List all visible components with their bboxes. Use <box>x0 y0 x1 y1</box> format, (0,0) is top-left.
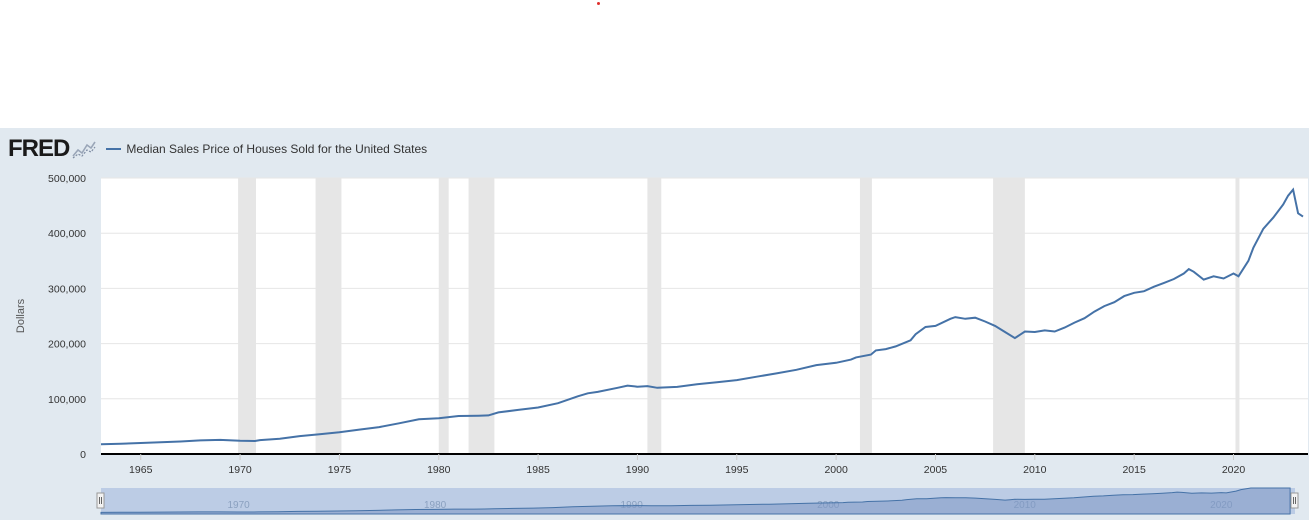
x-tick-label: 1975 <box>328 464 352 476</box>
recession-shading <box>238 178 1240 454</box>
x-tick-label: 1990 <box>626 464 650 476</box>
recession-band-6 <box>993 178 1025 454</box>
x-tick-label: 1965 <box>129 464 153 476</box>
navigator-label: 1980 <box>424 500 447 511</box>
x-tick-label: 2010 <box>1023 464 1047 476</box>
red-dot-marker <box>597 2 600 5</box>
legend-item[interactable]: Median Sales Price of Houses Sold for th… <box>106 142 427 156</box>
chart-panel: FRED Median Sales Price of Houses Sold f… <box>0 128 1309 520</box>
recession-band-1 <box>315 178 342 454</box>
x-tick-label: 1980 <box>427 464 451 476</box>
x-tick-label: 1995 <box>725 464 749 476</box>
line-chart-icon <box>72 139 97 159</box>
fred-logo: FRED <box>8 135 70 162</box>
navigator-label: 1970 <box>227 500 250 511</box>
navigator-handle-left[interactable] <box>96 492 105 509</box>
x-tick-label: 2000 <box>824 464 848 476</box>
chart-svg: 500,000 400,000 300,000 200,000 100,000 0 Dol… <box>15 173 1308 515</box>
recession-band-2 <box>438 178 449 454</box>
y-axis-label: Dollars <box>15 298 27 333</box>
x-tick-label: 1985 <box>526 464 550 476</box>
legend-label: Median Sales Price of Houses Sold for th… <box>126 142 428 156</box>
y-tick-label: 100,000 <box>48 394 86 406</box>
recession-band-5 <box>859 178 872 454</box>
navigator-area <box>100 487 1291 515</box>
y-tick-label: 300,000 <box>48 283 86 295</box>
recession-band-3 <box>468 178 495 454</box>
y-tick-label: 400,000 <box>48 228 86 240</box>
recession-band-7 <box>1235 178 1240 454</box>
x-axis-ticks: 1965 1970 1975 1980 1985 1990 1995 2000 2005 2010… <box>129 454 1245 476</box>
x-tick-label: 2020 <box>1222 464 1246 476</box>
chart-header: FRED Median Sales Price of Houses Sold f… <box>8 135 427 162</box>
y-tick-label: 0 <box>80 449 86 461</box>
gridlines <box>101 177 1308 400</box>
y-axis-ticks: 500,000 400,000 300,000 200,000 100,000 0 <box>48 173 86 461</box>
recession-band-4 <box>647 178 662 454</box>
series-line[interactable] <box>100 187 1304 446</box>
x-tick-label: 2015 <box>1122 464 1146 476</box>
x-tick-label: 2005 <box>924 464 948 476</box>
y-tick-label: 500,000 <box>48 173 86 185</box>
recession-band-0 <box>238 178 256 454</box>
legend-swatch <box>106 148 122 150</box>
x-tick-label: 1970 <box>228 464 252 476</box>
navigator-handle-right[interactable] <box>1290 492 1299 509</box>
y-tick-label: 200,000 <box>48 339 86 351</box>
plot-background <box>101 178 1308 454</box>
range-navigator[interactable]: 197019801990200020102020 <box>96 487 1299 515</box>
